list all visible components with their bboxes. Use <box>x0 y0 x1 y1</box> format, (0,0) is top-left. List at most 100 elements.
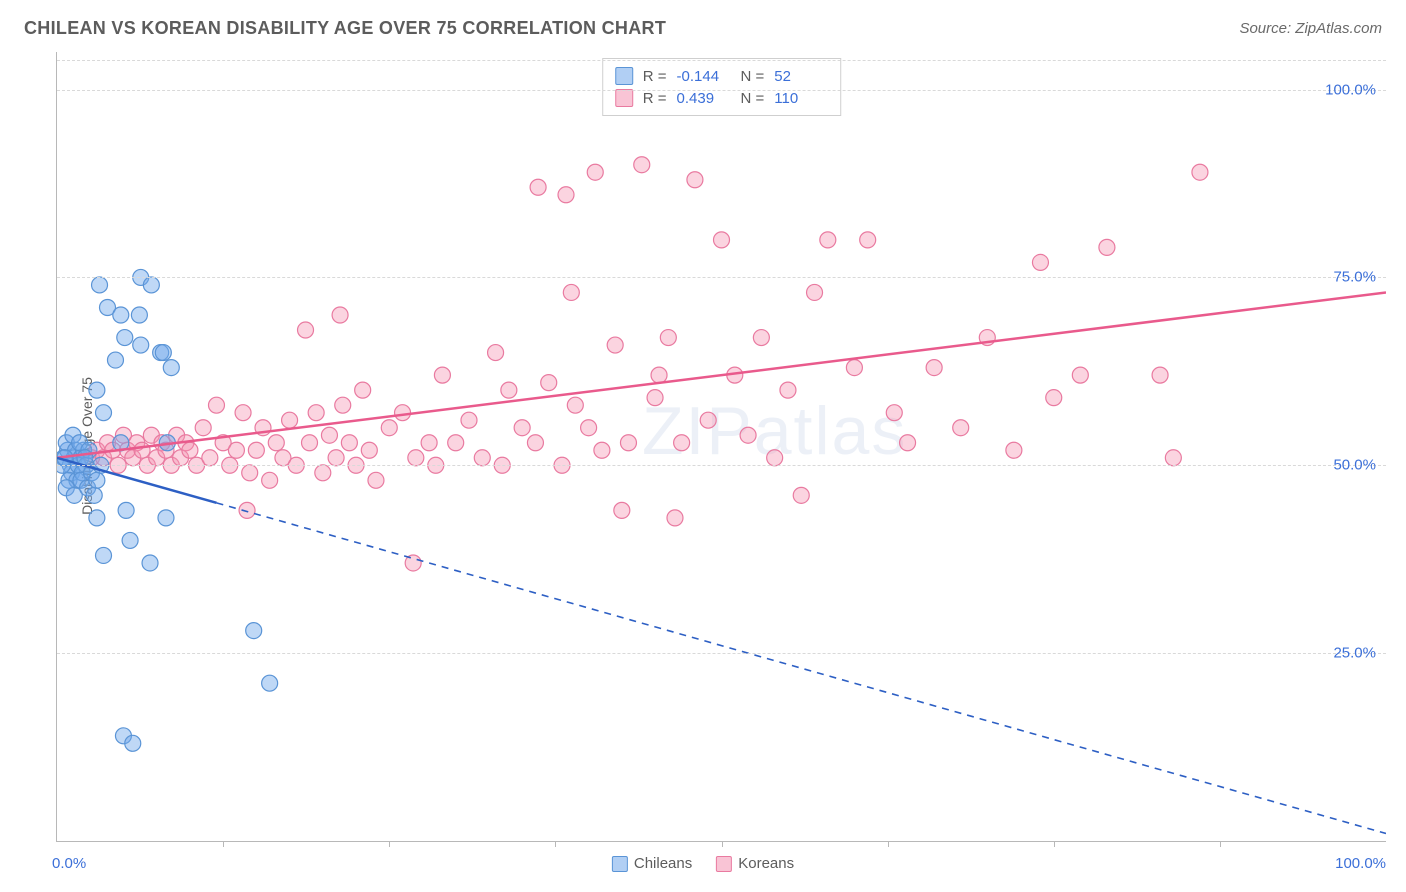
scatter-point <box>182 442 198 458</box>
scatter-point <box>158 510 174 526</box>
scatter-point <box>563 284 579 300</box>
scatter-point <box>122 532 138 548</box>
x-axis-min-label: 0.0% <box>52 855 86 872</box>
scatter-point <box>1165 450 1181 466</box>
scatter-point <box>926 360 942 376</box>
scatter-point <box>89 382 105 398</box>
scatter-point <box>527 435 543 451</box>
scatter-point <box>530 179 546 195</box>
scatter-point <box>820 232 836 248</box>
scatter-point <box>92 277 108 293</box>
scatter-point <box>408 450 424 466</box>
scatter-point <box>96 405 112 421</box>
scatter-point <box>328 450 344 466</box>
x-tick <box>722 841 723 847</box>
scatter-point <box>461 412 477 428</box>
scatter-point <box>86 487 102 503</box>
scatter-point <box>163 360 179 376</box>
x-tick <box>1054 841 1055 847</box>
scatter-point <box>131 307 147 323</box>
y-tick-label: 75.0% <box>1333 269 1376 286</box>
scatter-point <box>355 382 371 398</box>
scatter-point <box>268 435 284 451</box>
scatter-point <box>860 232 876 248</box>
scatter-point <box>667 510 683 526</box>
scatter-point <box>248 442 264 458</box>
scatter-point <box>558 187 574 203</box>
scatter-point <box>620 435 636 451</box>
scatter-point <box>298 322 314 338</box>
scatter-point <box>607 337 623 353</box>
scatter-point <box>614 502 630 518</box>
legend-label-koreans: Koreans <box>738 855 794 872</box>
scatter-point <box>647 390 663 406</box>
scatter-point <box>767 450 783 466</box>
scatter-point <box>514 420 530 436</box>
scatter-point <box>262 472 278 488</box>
scatter-point <box>381 420 397 436</box>
scatter-point <box>793 487 809 503</box>
legend-item-koreans: Koreans <box>716 855 794 872</box>
regression-line <box>57 292 1386 457</box>
scatter-point <box>332 307 348 323</box>
scatter-point <box>1072 367 1088 383</box>
scatter-point <box>1099 239 1115 255</box>
scatter-point <box>587 164 603 180</box>
scatter-point <box>674 435 690 451</box>
scatter-point <box>714 232 730 248</box>
scatter-point <box>753 330 769 346</box>
scatter-point <box>89 472 105 488</box>
scatter-point <box>208 397 224 413</box>
source-attribution: Source: ZipAtlas.com <box>1239 20 1382 37</box>
scatter-point <box>134 442 150 458</box>
scatter-point <box>567 397 583 413</box>
gridline <box>57 60 1386 61</box>
scatter-point <box>335 397 351 413</box>
scatter-point <box>501 382 517 398</box>
scatter-point <box>807 284 823 300</box>
scatter-point <box>262 675 278 691</box>
scatter-point <box>246 623 262 639</box>
scatter-point <box>142 555 158 571</box>
scatter-point <box>1152 367 1168 383</box>
scatter-point <box>581 420 597 436</box>
scatter-point <box>242 465 258 481</box>
scatter-point <box>125 735 141 751</box>
scatter-point <box>488 345 504 361</box>
scatter-point <box>474 450 490 466</box>
scatter-point <box>302 435 318 451</box>
gridline <box>57 90 1386 91</box>
scatter-point <box>117 330 133 346</box>
chart-title: CHILEAN VS KOREAN DISABILITY AGE OVER 75… <box>24 18 666 39</box>
scatter-point <box>155 345 171 361</box>
chart-plot-area: ZIPatlas R = -0.144 N = 52 R = 0.439 N =… <box>56 52 1386 842</box>
bottom-legend: Chileans Koreans <box>612 855 794 872</box>
gridline <box>57 277 1386 278</box>
scatter-point <box>113 307 129 323</box>
scatter-point <box>195 420 211 436</box>
scatter-point <box>133 337 149 353</box>
scatter-point <box>886 405 902 421</box>
scatter-point <box>846 360 862 376</box>
scatter-point <box>341 435 357 451</box>
scatter-point <box>395 405 411 421</box>
scatter-point <box>1006 442 1022 458</box>
gridline <box>57 653 1386 654</box>
scatter-point <box>308 405 324 421</box>
scatter-point <box>634 157 650 173</box>
scatter-point <box>143 277 159 293</box>
scatter-point <box>953 420 969 436</box>
scatter-point <box>421 435 437 451</box>
regression-line <box>216 503 1386 834</box>
scatter-point <box>687 172 703 188</box>
x-tick <box>555 841 556 847</box>
scatter-point <box>900 435 916 451</box>
scatter-point <box>321 427 337 443</box>
scatter-point <box>228 442 244 458</box>
x-tick <box>888 841 889 847</box>
scatter-point <box>1032 254 1048 270</box>
scatter-point <box>89 510 105 526</box>
x-tick <box>389 841 390 847</box>
y-tick-label: 50.0% <box>1333 457 1376 474</box>
x-axis-max-label: 100.0% <box>1335 855 1386 872</box>
